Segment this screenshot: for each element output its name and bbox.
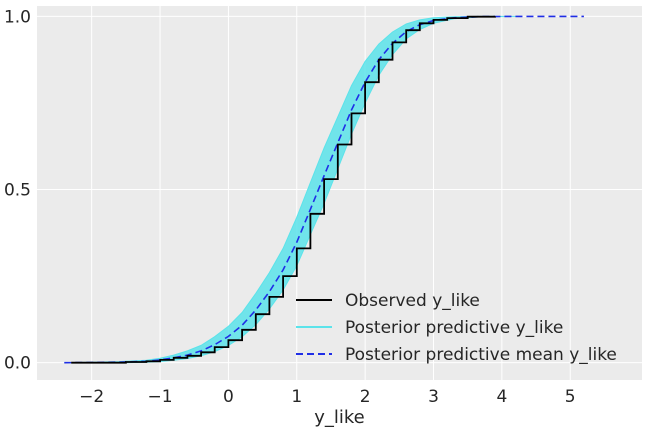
x-tick-label: −1 — [148, 387, 173, 407]
x-tick-label: 4 — [496, 387, 507, 407]
y-tick-label: 0.5 — [4, 181, 31, 201]
x-tick-label: 5 — [565, 387, 576, 407]
x-axis-label: y_like — [314, 407, 365, 428]
y-tick-label: 0.0 — [4, 354, 31, 374]
legend-label-posterior: Posterior predictive y_like — [345, 318, 563, 338]
legend-label-observed: Observed y_like — [345, 291, 480, 311]
observed-step-line — [71, 15, 496, 364]
x-tick-labels: −2 −1 0 1 2 3 4 5 — [79, 387, 575, 407]
y-tick-labels: 0.0 0.5 1.0 — [4, 7, 31, 373]
x-tick-label: 1 — [291, 387, 302, 407]
x-tick-label: 2 — [360, 387, 371, 407]
posterior-mean-line — [64, 15, 584, 364]
x-tick-label: 0 — [223, 387, 234, 407]
x-tick-label: −2 — [79, 387, 104, 407]
legend-label-posterior-mean: Posterior predictive mean y_like — [345, 345, 617, 365]
observed-line-layer — [71, 15, 496, 364]
legend: Observed y_like Posterior predictive y_l… — [296, 291, 617, 365]
y-tick-label: 1.0 — [4, 7, 31, 27]
mean-line-layer — [64, 15, 584, 364]
x-tick-label: 3 — [428, 387, 439, 407]
plot-area — [37, 6, 642, 380]
